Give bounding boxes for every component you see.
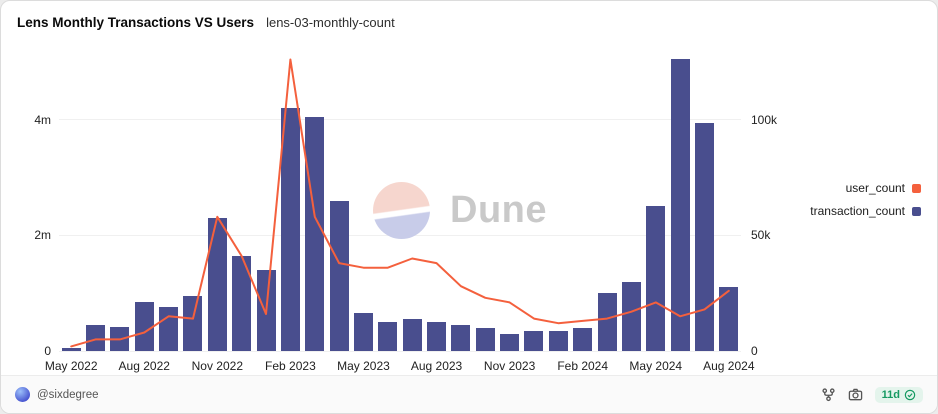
transaction-count-bar[interactable] bbox=[134, 301, 154, 351]
legend-item-user-count[interactable]: user_count bbox=[846, 181, 921, 195]
transaction-count-bar[interactable] bbox=[573, 327, 593, 351]
transaction-count-bar[interactable] bbox=[329, 200, 349, 351]
widget-footer: @sixdegree 11d bbox=[1, 375, 937, 413]
x-axis-label: May 2024 bbox=[629, 359, 683, 373]
transaction-count-bar[interactable] bbox=[280, 108, 300, 351]
x-axis-label: Aug 2022 bbox=[118, 359, 170, 373]
transaction-count-bar[interactable] bbox=[719, 287, 739, 351]
transaction-count-bar[interactable] bbox=[402, 318, 422, 351]
transaction-count-bar[interactable] bbox=[597, 293, 617, 351]
transaction-count-bar[interactable] bbox=[378, 322, 398, 351]
x-axis-label: Nov 2022 bbox=[191, 359, 243, 373]
user-count-line-layer bbox=[70, 58, 730, 348]
y-axis-right-label: 100k bbox=[751, 112, 778, 127]
chart-subtitle: lens-03-monthly-count bbox=[266, 15, 395, 30]
transaction-count-bar[interactable] bbox=[353, 313, 373, 351]
gridline bbox=[59, 119, 741, 121]
y-axis-right-label: 50k bbox=[751, 228, 771, 243]
transaction-count-bar[interactable] bbox=[207, 217, 227, 351]
legend-label: transaction_count bbox=[810, 204, 905, 218]
legend-item-transaction-count[interactable]: transaction_count bbox=[810, 204, 921, 218]
freshness-label: 11d bbox=[881, 388, 900, 401]
legend: user_count transaction_count bbox=[810, 181, 921, 218]
x-axis-label: Aug 2023 bbox=[410, 359, 463, 373]
chart-header: Lens Monthly Transactions VS Users lens-… bbox=[17, 15, 395, 30]
check-circle-icon bbox=[904, 389, 916, 400]
transaction-count-bar[interactable] bbox=[524, 330, 544, 351]
freshness-badge[interactable]: 11d bbox=[874, 386, 923, 403]
x-axis-label: Feb 2024 bbox=[557, 359, 609, 373]
footer-actions: 11d bbox=[821, 386, 923, 403]
transaction-count-bar[interactable] bbox=[451, 324, 471, 351]
transaction-count-bar[interactable] bbox=[183, 296, 203, 351]
transaction-count-bar[interactable] bbox=[548, 330, 568, 351]
legend-label: user_count bbox=[845, 181, 905, 195]
legend-swatch-transaction-count bbox=[912, 206, 921, 216]
legend-swatch-user-count bbox=[912, 183, 921, 193]
chart-title: Lens Monthly Transactions VS Users bbox=[17, 15, 255, 30]
transaction-count-bar[interactable] bbox=[646, 206, 666, 351]
x-axis-label: May 2022 bbox=[44, 359, 98, 373]
user-count-line[interactable] bbox=[70, 58, 730, 348]
x-axis-label: May 2023 bbox=[337, 359, 390, 373]
transaction-count-bar[interactable] bbox=[86, 324, 106, 351]
transaction-count-bar[interactable] bbox=[475, 327, 495, 351]
gridline bbox=[59, 350, 741, 352]
y-axis-left-label: 2m bbox=[34, 228, 51, 243]
transaction-count-bar[interactable] bbox=[621, 281, 641, 351]
x-axis-label: Aug 2024 bbox=[703, 359, 755, 373]
author-avatar bbox=[15, 387, 30, 402]
author-block[interactable]: @sixdegree bbox=[15, 387, 99, 402]
x-axis-label: Nov 2023 bbox=[483, 359, 536, 373]
transaction-count-bar[interactable] bbox=[305, 116, 325, 351]
transaction-count-bar[interactable] bbox=[61, 347, 81, 351]
transaction-count-bar[interactable] bbox=[159, 307, 179, 351]
y-axis-right-label: 0 bbox=[751, 344, 758, 358]
transaction-count-bar[interactable] bbox=[427, 322, 447, 351]
transaction-count-bar[interactable] bbox=[232, 255, 252, 351]
author-handle: @sixdegree bbox=[37, 388, 99, 401]
x-axis-label: Feb 2023 bbox=[265, 359, 316, 373]
y-axis-left-label: 0 bbox=[44, 344, 51, 358]
transaction-count-bar[interactable] bbox=[670, 58, 690, 351]
transaction-count-bar[interactable] bbox=[694, 122, 714, 351]
fork-icon[interactable] bbox=[821, 387, 836, 402]
transaction-count-bar[interactable] bbox=[500, 333, 520, 351]
camera-icon[interactable] bbox=[848, 387, 863, 402]
y-axis-left-label: 4m bbox=[34, 112, 51, 127]
plot-region bbox=[59, 56, 741, 352]
